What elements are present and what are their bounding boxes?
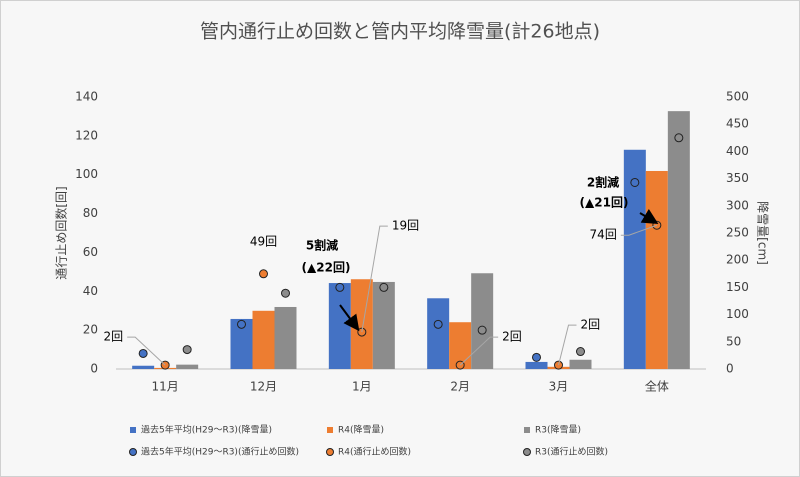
bar [328, 283, 351, 369]
x-tick-label: 全体 [645, 379, 669, 394]
legend-marker [129, 448, 137, 456]
leader-line [459, 336, 499, 366]
bar [667, 111, 690, 370]
data-label: 74回 [590, 228, 617, 242]
x-tick-label: 3月 [549, 380, 569, 394]
data-label: 2回 [104, 330, 124, 344]
x-tick-label: 11月 [152, 380, 179, 394]
y2-tick-label: 500 [726, 90, 749, 104]
bar [176, 364, 199, 369]
y2-tick-label: 50 [726, 334, 741, 348]
legend-label: 過去5年平均(H29～R3)(降雪量) [141, 424, 272, 436]
legend-label: R3(通行止め回数) [535, 446, 608, 458]
bar [569, 359, 592, 369]
y2-tick-label: 400 [726, 144, 749, 158]
chart-title: 管内通行止め回数と管内平均降雪量(計26地点) [200, 21, 600, 43]
y2-tick-label: 200 [726, 253, 749, 267]
legend-marker [327, 427, 333, 433]
point [674, 133, 684, 143]
legend-label: R3(降雪量) [535, 424, 581, 436]
bar [471, 273, 494, 369]
annotation: 5割減 [306, 238, 338, 253]
data-label: 2回 [502, 330, 522, 344]
arrow [639, 208, 659, 225]
bar [449, 322, 472, 369]
y2-tick-label: 300 [726, 198, 749, 212]
leader-line [127, 336, 166, 366]
bar [132, 365, 155, 369]
arrow [339, 304, 360, 332]
bar [372, 281, 395, 369]
y2-tick-label: 250 [726, 226, 749, 240]
y2-tick-label: 450 [726, 117, 749, 131]
y-tick-label: 0 [90, 362, 98, 376]
point [433, 319, 443, 329]
x-tick-label: 2月 [450, 380, 470, 394]
y-tick-label: 60 [83, 245, 98, 259]
y2-tick-label: 350 [726, 171, 749, 185]
y-tick-label: 120 [75, 128, 98, 142]
y-tick-label: 80 [83, 206, 98, 220]
legend-label: 過去5年平均(H29～R3)(通行止め回数) [141, 446, 299, 458]
legend-marker [326, 448, 334, 456]
point [237, 319, 246, 329]
x-tick-label: 1月 [352, 380, 372, 394]
point [138, 348, 148, 358]
point [379, 282, 389, 292]
leader-line [620, 224, 658, 236]
y2-tick-label: 150 [726, 280, 749, 294]
y2-tick-label: 0 [726, 362, 734, 376]
point [259, 269, 268, 279]
point [576, 347, 585, 357]
y-axis-title: 通行止め回数[回] [54, 186, 69, 279]
x-tick-label: 12月 [250, 380, 277, 394]
leader-line [361, 225, 388, 333]
bar [230, 318, 253, 369]
annotation: (▲22回) [302, 261, 351, 275]
y2-tick-label: 100 [726, 307, 749, 321]
annotation: 2割減 [587, 175, 619, 190]
leader-line [558, 324, 577, 366]
bar [274, 306, 297, 369]
annotation: (▲21回) [580, 196, 629, 210]
bar [427, 298, 450, 369]
bar [252, 310, 275, 369]
y-tick-label: 100 [75, 167, 98, 181]
point [281, 288, 290, 298]
y-tick-label: 20 [83, 323, 98, 337]
legend-label: R4(通行止め回数) [338, 446, 411, 458]
y-tick-label: 40 [83, 284, 98, 298]
y2-axis-title: 降雪量[cm] [756, 201, 770, 265]
bar [623, 149, 646, 369]
y-tick-label: 140 [75, 90, 98, 104]
point [335, 282, 345, 292]
legend-marker [524, 427, 530, 433]
data-label: 19回 [392, 219, 419, 233]
legend-marker [523, 448, 531, 456]
data-label: 49回 [250, 234, 277, 248]
point [532, 352, 541, 362]
bar [525, 361, 548, 369]
legend-marker [130, 427, 136, 433]
point [477, 325, 487, 335]
legend-label: R4(降雪量) [338, 424, 384, 436]
data-label: 2回 [581, 318, 601, 332]
point [630, 177, 640, 187]
point [182, 345, 192, 355]
bar [645, 170, 668, 369]
